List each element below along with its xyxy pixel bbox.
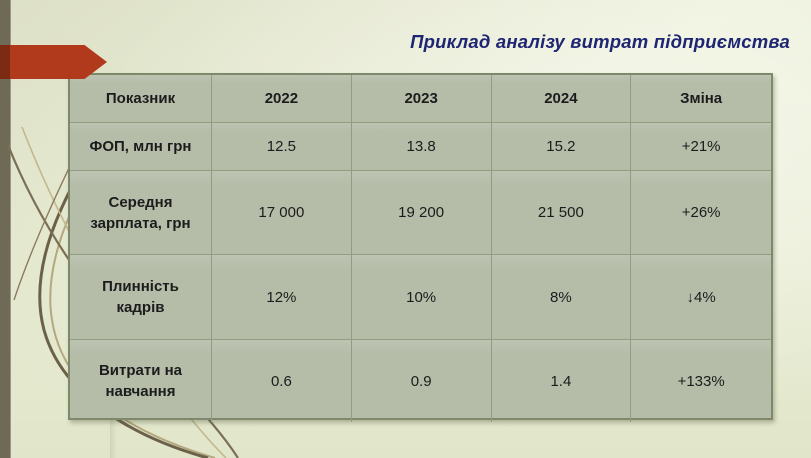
table-cell: 0.6 [212,340,352,422]
table-cell: 15.2 [491,123,632,171]
row-header: ФОП, млн грн [70,123,212,171]
table-cell: +26% [631,171,771,255]
row-header: Витрати на навчання [70,340,212,422]
red-arrow-decoration [0,45,107,79]
table-cell: ↓4% [631,255,771,340]
table-cell: 0.9 [351,340,492,422]
table-cell: +21% [631,123,771,171]
table-cell: 13.8 [351,123,492,171]
column-header: 2024 [491,75,632,123]
table-cell: 17 000 [212,171,352,255]
table-cell: 8% [491,255,632,340]
row-header: Середня зарплата, грн [70,171,212,255]
row-header: Плинність кадрів [70,255,212,340]
table-cell: 19 200 [351,171,492,255]
table-cell: 1.4 [491,340,632,422]
column-header: 2023 [351,75,492,123]
table-cell: +133% [631,340,771,422]
column-header: Показник [70,75,212,123]
column-header: Зміна [631,75,771,123]
cost-analysis-table: Показник 2022 2023 2024 Зміна ФОП, млн г… [68,73,773,422]
table-cell: 21 500 [491,171,632,255]
slide-title: Приклад аналізу витрат підприємства [410,31,790,52]
table-cell: 12% [212,255,352,340]
table-cell: 12.5 [212,123,352,171]
table-cell: 10% [351,255,492,340]
column-header: 2022 [212,75,352,123]
